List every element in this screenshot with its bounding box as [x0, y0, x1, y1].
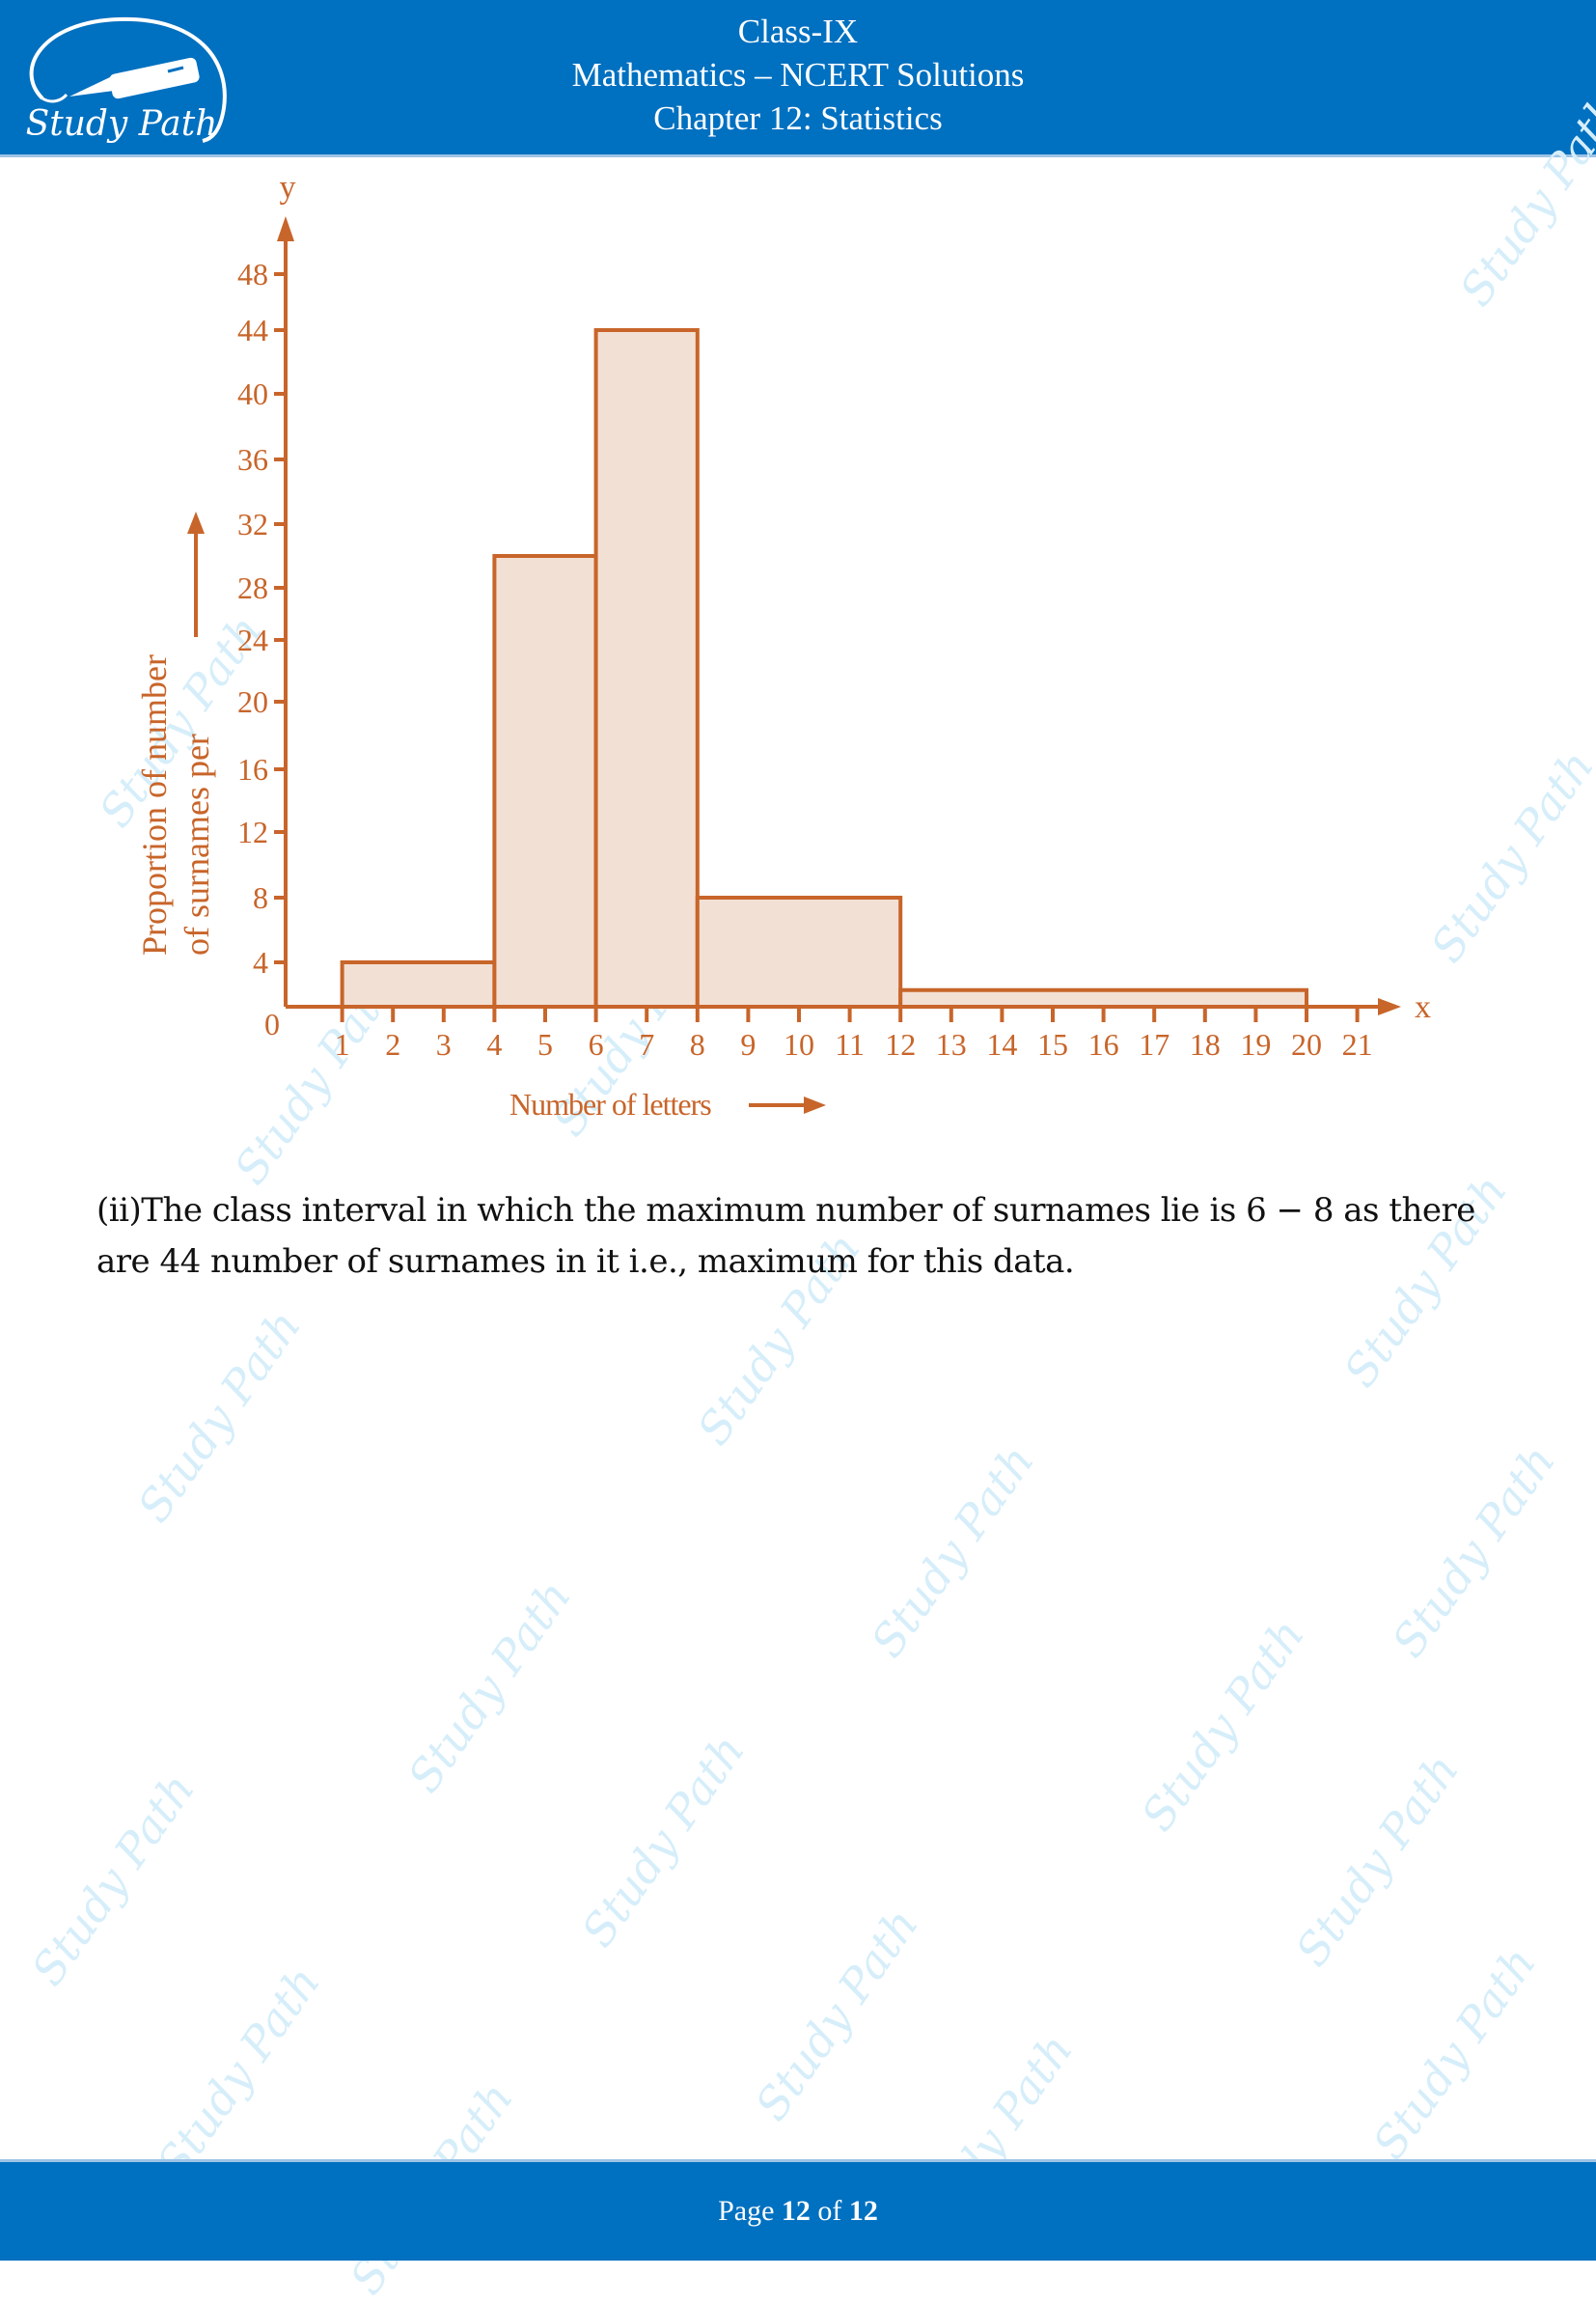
- watermark-text: Study Path: [1362, 1937, 1547, 2169]
- x-tick-label: 20: [1291, 1027, 1322, 1062]
- answer-text: (ii)The class interval in which the maxi…: [96, 1185, 1505, 1288]
- study-path-logo: Study Path: [26, 16, 227, 144]
- watermark-text: Study Path: [21, 1763, 206, 1995]
- x-tick-label: 5: [537, 1027, 553, 1062]
- y-tick-label: 48: [237, 257, 268, 291]
- y-axis-letter: y: [280, 170, 296, 206]
- x-tick-label: 12: [885, 1027, 916, 1062]
- y-tick-label: 40: [237, 376, 268, 411]
- y-tick-label: 12: [237, 815, 268, 849]
- answer-line-2: are 44 number of surnames in it i.e., ma…: [96, 1242, 1075, 1281]
- y-tick-label: 36: [237, 442, 268, 477]
- y-axis-label: Proportion of number of surnames per: [135, 654, 216, 956]
- x-tick-label: 3: [436, 1027, 452, 1062]
- x-tick-label: 10: [784, 1027, 814, 1062]
- y-label-arrow-icon: [187, 512, 205, 637]
- x-tick-label: 1: [335, 1027, 350, 1062]
- svg-text:of surnames per: of surnames per: [178, 734, 216, 956]
- x-tick-label: 13: [936, 1027, 967, 1062]
- page-prefix: Page: [718, 2195, 782, 2227]
- histogram-bar: [340, 960, 497, 1009]
- x-label-arrow-icon: [749, 1096, 826, 1114]
- x-tick-label: 9: [740, 1027, 756, 1062]
- x-tick-label: 6: [589, 1027, 604, 1062]
- watermark-text: Study Path: [1285, 1744, 1470, 1976]
- x-tick-label: 7: [639, 1027, 654, 1062]
- logo-text: Study Path: [26, 104, 218, 144]
- histogram-bar: [492, 554, 598, 1009]
- chapter-title: Chapter 12: Statistics: [653, 99, 943, 137]
- y-axis-arrow-icon: [277, 216, 294, 241]
- x-tick-label: 4: [486, 1027, 502, 1062]
- page-middle: of: [810, 2195, 849, 2227]
- page-header: Study Path Class-IX Mathematics – NCERT …: [0, 0, 1596, 157]
- watermark-text: Study Path: [1382, 1435, 1566, 1667]
- svg-text:Proportion of number: Proportion of number: [135, 654, 174, 956]
- watermark-text: Study Path: [861, 1435, 1045, 1667]
- total-pages: 12: [848, 2195, 878, 2227]
- histogram-bars: [340, 328, 1308, 1009]
- y-tick-label: 20: [237, 684, 268, 719]
- answer-line-1: (ii)The class interval in which the maxi…: [96, 1191, 1475, 1230]
- histogram-bar: [898, 987, 1308, 1009]
- y-tick-label: 24: [237, 623, 268, 657]
- y-tick-label: 28: [237, 570, 268, 605]
- watermark-text: Study Path: [1131, 1609, 1315, 1841]
- page-footer: Page 12 of 12: [0, 2159, 1596, 2261]
- y-tick-label: 16: [237, 752, 268, 787]
- watermark-text: Study Path: [398, 1570, 582, 1802]
- x-axis-label: Number of letters: [509, 1087, 711, 1122]
- x-tick-label: 21: [1342, 1027, 1373, 1062]
- y-tick-label: 32: [237, 507, 268, 541]
- watermark-text: Study Path: [147, 1957, 331, 2188]
- x-tick-label: 18: [1190, 1027, 1221, 1062]
- x-tick-label: 19: [1240, 1027, 1271, 1062]
- histogram-bar: [695, 896, 903, 1009]
- watermark-text: Study Path: [127, 1300, 312, 1532]
- x-tick-label: 14: [986, 1027, 1017, 1062]
- histogram-bar: [593, 328, 700, 1009]
- y-tick-label: 4: [253, 945, 268, 980]
- origin-label: 0: [264, 1007, 280, 1041]
- subject-title: Mathematics – NCERT Solutions: [571, 56, 1025, 94]
- watermark-text: Study Path: [745, 1899, 929, 2130]
- x-tick-label: 8: [690, 1027, 705, 1062]
- x-axis-arrow-icon: [1378, 998, 1401, 1015]
- x-tick-label: 17: [1139, 1027, 1169, 1062]
- x-tick-label: 11: [835, 1027, 865, 1062]
- fountain-pen-icon: [69, 57, 200, 99]
- x-axis-letter: x: [1415, 989, 1431, 1025]
- watermark-text: Study Path: [571, 1725, 756, 1957]
- x-tick-label: 2: [385, 1027, 400, 1062]
- y-tick-label: 8: [253, 880, 268, 915]
- x-tick-label: 16: [1088, 1027, 1119, 1062]
- x-tick-label: 15: [1037, 1027, 1068, 1062]
- y-tick-label: 44: [237, 313, 268, 347]
- current-page: 12: [781, 2195, 811, 2227]
- class-title: Class-IX: [737, 13, 859, 50]
